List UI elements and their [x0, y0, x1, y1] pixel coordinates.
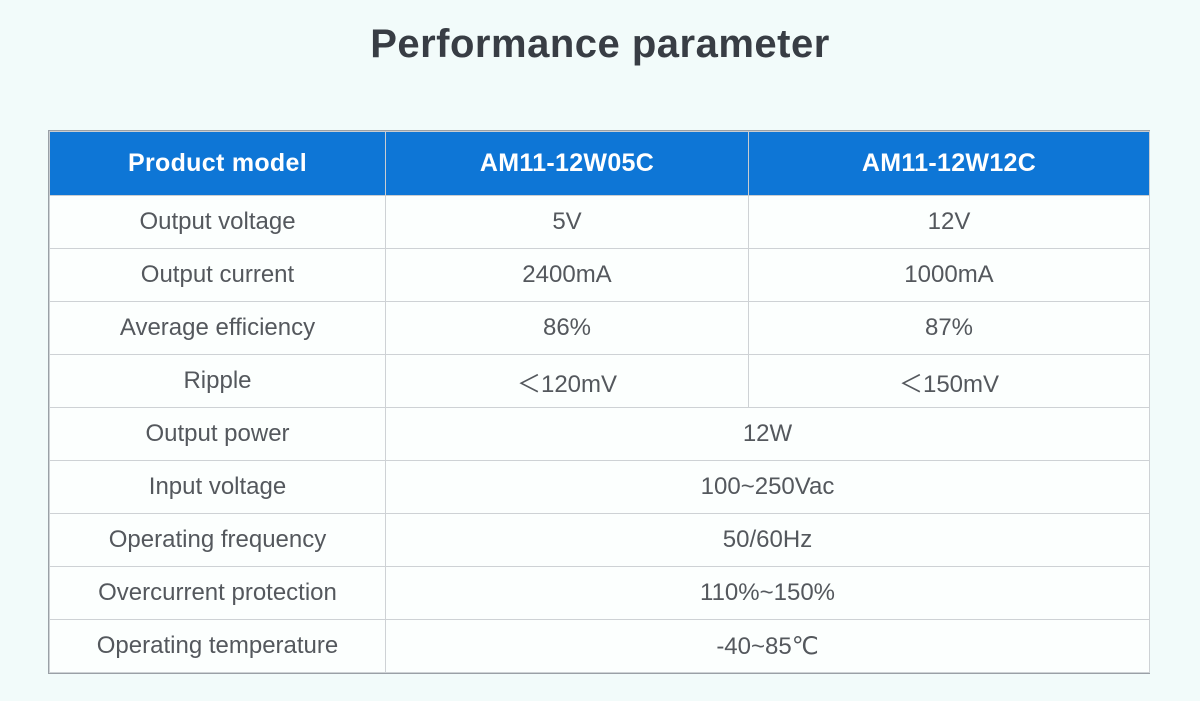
row-label: Output voltage — [49, 195, 386, 249]
merged-cell-value: 110%~150% — [385, 566, 1150, 620]
table-row: Output current 2400mA 1000mA — [49, 248, 1150, 302]
merged-cell-value: 50/60Hz — [385, 513, 1150, 567]
table-row: Output voltage 5V 12V — [49, 195, 1150, 249]
table-row: Operating temperature -40~85℃ — [49, 619, 1150, 673]
table-row: Input voltage 100~250Vac — [49, 460, 1150, 514]
cell-value: 12V — [748, 195, 1150, 249]
row-label: Operating temperature — [49, 619, 386, 673]
merged-cell-value: 12W — [385, 407, 1150, 461]
cell-value: ＜120mV — [385, 354, 749, 408]
table-row: Operating frequency 50/60Hz — [49, 513, 1150, 567]
cell-value: 1000mA — [748, 248, 1150, 302]
merged-cell-value: -40~85℃ — [385, 619, 1150, 673]
performance-table-container: Product model AM11-12W05C AM11-12W12C Ou… — [48, 130, 1150, 674]
cell-value: 87% — [748, 301, 1150, 355]
merged-cell-value: 100~250Vac — [385, 460, 1150, 514]
performance-table: Product model AM11-12W05C AM11-12W12C Ou… — [49, 131, 1150, 673]
cell-value: 86% — [385, 301, 749, 355]
row-label: Output power — [49, 407, 386, 461]
column-header-model-am11-12w12c: AM11-12W12C — [748, 131, 1150, 196]
row-label: Output current — [49, 248, 386, 302]
row-label: Overcurrent protection — [49, 566, 386, 620]
cell-value: ＜150mV — [748, 354, 1150, 408]
column-header-product-model: Product model — [49, 131, 386, 196]
table-row: Overcurrent protection 110%~150% — [49, 566, 1150, 620]
cell-value: 5V — [385, 195, 749, 249]
column-header-model-am11-12w05c: AM11-12W05C — [385, 131, 749, 196]
row-label: Average efficiency — [49, 301, 386, 355]
page-title: Performance parameter — [370, 22, 830, 66]
table-row: Ripple ＜120mV ＜150mV — [49, 354, 1150, 408]
table-row: Average efficiency 86% 87% — [49, 301, 1150, 355]
page: Performance parameter Product model AM11… — [0, 0, 1200, 674]
row-label: Operating frequency — [49, 513, 386, 567]
cell-value: 2400mA — [385, 248, 749, 302]
row-label: Ripple — [49, 354, 386, 408]
row-label: Input voltage — [49, 460, 386, 514]
table-row: Output power 12W — [49, 407, 1150, 461]
table-header-row: Product model AM11-12W05C AM11-12W12C — [49, 131, 1150, 196]
